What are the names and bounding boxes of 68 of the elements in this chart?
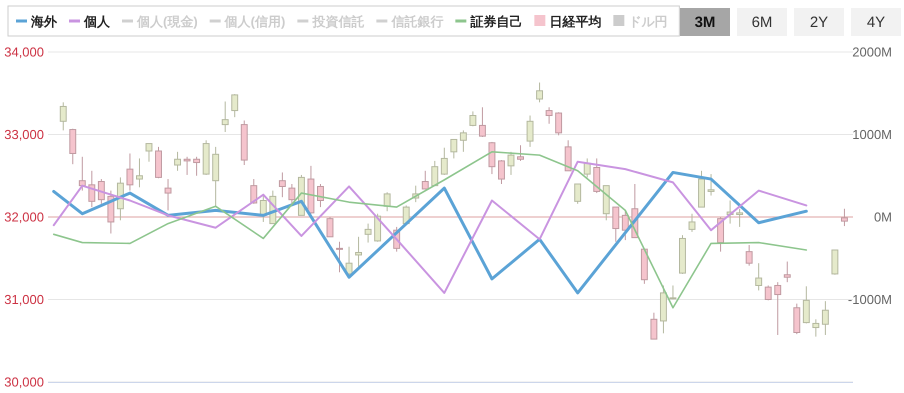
candlestick (508, 151, 514, 176)
y-tick-label: 32,000 (4, 210, 44, 224)
legend-label: 日経平均 (549, 14, 602, 29)
y-tick-label: 34,000 (4, 44, 44, 60)
candlestick (812, 318, 820, 338)
candlestick (746, 244, 753, 266)
candlestick (278, 172, 286, 198)
candlestick (612, 206, 620, 242)
legend-label: 海外 (30, 14, 58, 29)
candlestick (650, 312, 658, 340)
y2-tick-label: -1000M (848, 292, 892, 307)
candlestick (450, 138, 458, 159)
candlestick (174, 151, 182, 172)
candlestick (317, 184, 324, 208)
candlestick (517, 144, 524, 162)
candlestick (364, 223, 372, 244)
candlestick (146, 143, 152, 162)
candlestick (526, 115, 534, 148)
candlestick (831, 250, 838, 276)
candlestick (755, 262, 762, 291)
candlestick (231, 94, 238, 118)
candlestick (460, 130, 467, 152)
candlestick (764, 284, 772, 301)
candlestick (669, 284, 676, 300)
candlestick (355, 236, 362, 267)
candlestick (546, 106, 553, 124)
y-tick-label: 33,000 (4, 127, 44, 142)
text: 3M (694, 14, 716, 31)
candlestick (184, 156, 191, 176)
candlestick (822, 300, 829, 336)
candlestick (574, 184, 582, 204)
candlestick (136, 158, 143, 188)
candlestick (384, 192, 391, 212)
candlestick (469, 110, 476, 127)
y2-tick-label: 0M (874, 210, 892, 224)
text: 4Y (866, 14, 886, 31)
y-tick-label: 31,000 (4, 292, 44, 307)
text: 6M (752, 14, 772, 31)
candlestick (498, 160, 505, 184)
candlestick (536, 82, 544, 103)
candlestick (802, 286, 810, 324)
candlestick (60, 102, 67, 131)
candlestick (422, 170, 429, 190)
candlestick (126, 152, 134, 192)
candlestick (326, 216, 334, 238)
legend-label: 証券自己 (469, 14, 522, 29)
y2-tick-label: 1000M (852, 127, 892, 142)
candlestick (555, 112, 562, 136)
candlestick (478, 106, 486, 138)
candlestick (222, 101, 229, 133)
text: 2Y (810, 14, 828, 31)
candlestick (440, 147, 448, 176)
candlestick (688, 213, 696, 232)
candlestick (69, 128, 76, 165)
candlestick (840, 208, 848, 227)
candlestick (193, 156, 200, 176)
candlestick (736, 208, 744, 228)
candlestick (488, 141, 496, 175)
candlestick (774, 282, 782, 336)
candlestick (288, 184, 296, 204)
candlestick (564, 140, 572, 172)
legend-label: 個人 (83, 14, 111, 29)
candlestick (336, 241, 343, 273)
y2-tick-label: 2000M (852, 44, 892, 60)
candlestick (164, 178, 172, 211)
y-tick-label: 30,000 (4, 374, 44, 390)
candlestick (88, 170, 96, 208)
candlestick (708, 174, 715, 196)
